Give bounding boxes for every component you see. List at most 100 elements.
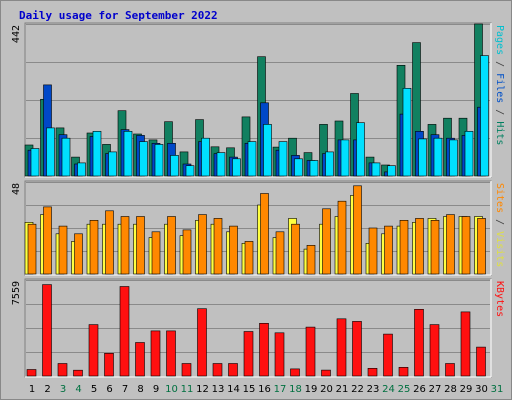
bar-kbytes-day-27 (429, 324, 440, 377)
bar-kbytes-day-10 (166, 330, 176, 377)
right-axis-label-segment: KBytes (494, 281, 505, 317)
bar-sites-day-23 (368, 227, 378, 275)
bar-sites-day-4 (74, 233, 83, 275)
day-label-23: 23 (367, 384, 380, 395)
right-axis-label-segment: Sites (494, 183, 505, 213)
bar-sites-day-16 (260, 193, 269, 275)
bar-sites-day-2 (43, 206, 52, 275)
bar-sites-day-11 (182, 229, 192, 275)
bar-kbytes-day-17 (274, 332, 285, 377)
panel-kbytes: 7559 KBytes (11, 278, 505, 378)
day-label-6: 6 (106, 384, 112, 395)
bar-pages-day-20 (325, 151, 334, 177)
bar-kbytes-day-8 (135, 342, 145, 377)
bar-kbytes-day-2 (42, 284, 52, 377)
bar-pages-day-24 (387, 165, 396, 177)
bar-pages-day-23 (371, 162, 381, 177)
day-label-16: 16 (258, 384, 271, 395)
bar-pages-day-18 (294, 158, 303, 177)
bar-sites-day-9 (151, 231, 161, 275)
day-label-17: 17 (274, 384, 287, 395)
day-label-8: 8 (137, 384, 143, 395)
bar-sites-day-1 (27, 223, 37, 275)
bar-sites-day-24 (384, 225, 393, 275)
bar-sites-day-14 (229, 225, 238, 275)
bar-sites-day-13 (213, 218, 223, 275)
bar-sites-day-8 (136, 216, 145, 275)
y-axis-max-label: 7559 (11, 281, 22, 305)
right-axis-label: KBytes (494, 281, 505, 317)
bar-sites-day-22 (353, 185, 362, 275)
bar-pages-day-10 (170, 155, 179, 177)
bar-pages-day-25 (402, 88, 412, 177)
day-label-14: 14 (227, 384, 240, 395)
bar-kbytes-day-25 (398, 366, 409, 377)
series-pages (30, 55, 489, 177)
day-label-11: 11 (181, 384, 194, 395)
bar-sites-day-5 (89, 220, 99, 275)
panel-visits-sites: 48 Sites / Visits (11, 180, 505, 276)
day-axis-labels: 1 2 3 4 5 6 7 8 9 10 11 12 13 14 15 16 17 18 19 20 21 22 23 24 2… (29, 384, 504, 395)
day-label-18: 18 (289, 384, 302, 395)
right-axis-label-segment: / (494, 103, 505, 121)
bar-pages-day-2 (46, 127, 55, 177)
day-label-31: 31 (491, 384, 504, 395)
bar-sites-day-25 (399, 220, 409, 275)
bar-sites-day-12 (198, 214, 207, 275)
day-label-15: 15 (243, 384, 256, 395)
bar-kbytes-day-26 (414, 308, 424, 377)
day-label-3: 3 (60, 384, 66, 395)
day-label-1: 1 (29, 384, 35, 395)
bar-pages-day-8 (139, 141, 148, 177)
chart-panels: 442 Pages / Files / Hits 48 Sites / Visits 7… (11, 22, 505, 378)
bar-pages-day-19 (309, 160, 319, 177)
bar-kbytes-day-20 (321, 369, 331, 377)
bar-sites-day-7 (120, 216, 130, 275)
bar-sites-day-30 (477, 218, 486, 275)
day-label-30: 30 (475, 384, 488, 395)
bar-kbytes-day-3 (57, 363, 68, 377)
bar-sites-day-3 (58, 225, 68, 275)
bar-kbytes-day-7 (119, 286, 130, 377)
right-axis-label-segment: / (494, 55, 505, 73)
bar-pages-day-13 (216, 152, 226, 177)
bar-kbytes-day-5 (88, 324, 99, 377)
day-label-4: 4 (75, 384, 81, 395)
day-label-9: 9 (153, 384, 159, 395)
bar-pages-day-22 (356, 122, 365, 177)
bar-kbytes-day-28 (445, 363, 455, 377)
day-label-7: 7 (122, 384, 128, 395)
bar-sites-day-26 (415, 218, 424, 275)
bar-pages-day-30 (480, 55, 489, 177)
right-axis-label-segment: Hits (494, 121, 505, 145)
bar-sites-day-21 (337, 200, 347, 275)
bar-kbytes-day-29 (460, 311, 471, 377)
bar-kbytes-day-22 (352, 321, 362, 377)
right-axis-label-segment: / (494, 213, 505, 231)
bar-pages-day-17 (278, 141, 288, 177)
right-axis-label-segment: Files (494, 73, 505, 103)
bar-kbytes-day-12 (197, 308, 207, 377)
bar-kbytes-day-19 (305, 326, 316, 377)
bar-pages-day-9 (154, 144, 164, 177)
day-label-24: 24 (382, 384, 395, 395)
bar-kbytes-day-15 (243, 331, 254, 377)
bar-kbytes-day-30 (476, 346, 486, 377)
bar-sites-day-10 (167, 216, 176, 275)
bar-sites-day-15 (244, 241, 254, 275)
bar-kbytes-day-4 (73, 369, 83, 377)
bar-pages-day-1 (30, 148, 40, 177)
bar-sites-day-19 (306, 245, 316, 275)
bar-sites-day-20 (322, 208, 331, 275)
bar-sites-day-6 (105, 210, 114, 275)
day-label-10: 10 (165, 384, 178, 395)
y-axis-max-label: 442 (11, 25, 22, 43)
bar-sites-day-17 (275, 231, 285, 275)
bar-kbytes-day-9 (150, 330, 161, 377)
bar-pages-day-3 (61, 137, 71, 177)
bar-pages-day-15 (247, 141, 257, 177)
bar-sites-day-18 (291, 223, 300, 275)
bar-kbytes-day-14 (228, 363, 238, 377)
bar-pages-day-12 (201, 137, 210, 177)
bar-kbytes-day-13 (212, 363, 223, 377)
